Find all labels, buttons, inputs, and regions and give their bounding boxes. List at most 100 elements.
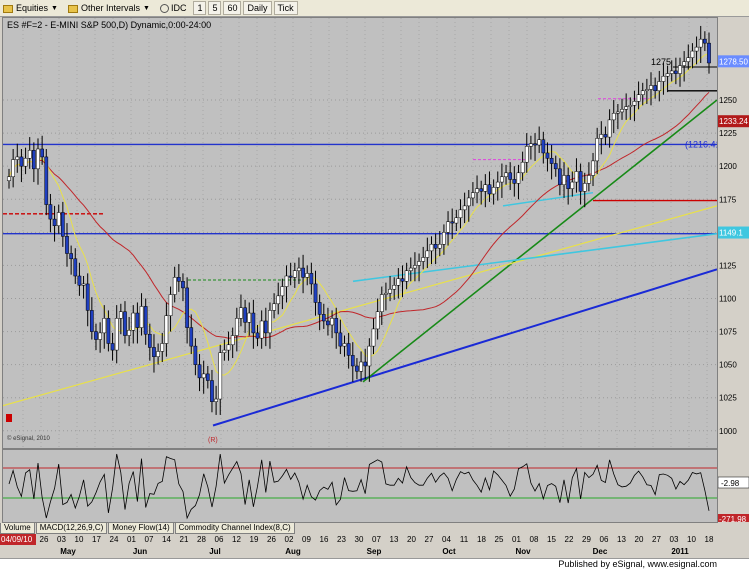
price-tag-label: 1149.1 xyxy=(719,229,743,238)
footer: Published by eSignal, www.esignal.com xyxy=(0,558,749,571)
toolbar-60[interactable]: 60 xyxy=(223,1,242,15)
candle-body xyxy=(27,150,32,159)
candle-body xyxy=(578,171,583,192)
folder-icon xyxy=(67,5,78,13)
candle-body xyxy=(479,188,484,192)
indicator-tabs: Volume MACD(12,26,9,C) Money Flow(14) Commo… xyxy=(0,523,749,534)
candle-body xyxy=(106,318,111,344)
candle-body xyxy=(259,320,264,339)
tab-0[interactable]: Volume xyxy=(0,523,35,534)
trendline-yellow xyxy=(2,205,718,407)
x-tick-label: 15 xyxy=(547,535,556,544)
candle-body xyxy=(599,134,604,139)
y-tick-label: 1125 xyxy=(719,261,737,270)
candle-body xyxy=(649,85,653,90)
candle-body xyxy=(147,333,152,348)
candle-body xyxy=(268,310,272,334)
candle-body xyxy=(176,277,181,282)
candle-body xyxy=(317,302,322,315)
toolbar-5[interactable]: 5 xyxy=(208,1,222,15)
x-tick-label: 02 xyxy=(285,535,294,544)
candle-body xyxy=(669,70,674,74)
x-tick-label: 14 xyxy=(162,535,171,544)
candle-body xyxy=(313,283,318,303)
candle-body xyxy=(408,267,413,271)
toolbar-label: 60 xyxy=(227,3,238,13)
candle-body xyxy=(251,312,256,334)
candle-body xyxy=(210,380,214,402)
candle-body xyxy=(102,318,107,334)
candle-body xyxy=(301,267,305,278)
x-tick-label: 18 xyxy=(705,535,714,544)
toolbar-1[interactable]: 1 xyxy=(193,1,207,15)
toolbar-tick[interactable]: Tick xyxy=(273,1,298,15)
candle-body xyxy=(678,65,682,74)
candle-body xyxy=(73,258,78,277)
candle-body xyxy=(707,42,711,64)
toolbar-label: 5 xyxy=(212,3,218,13)
x-tick-label: 21 xyxy=(180,535,189,544)
cci-panel[interactable] xyxy=(2,449,718,523)
candle-body xyxy=(495,181,500,188)
candle-body xyxy=(396,278,401,286)
candle-body xyxy=(65,236,69,254)
x-tick-label: 04 xyxy=(442,535,451,544)
candle-body xyxy=(454,217,459,224)
x-tick-label: 17 xyxy=(92,535,101,544)
toolbar-daily[interactable]: Daily xyxy=(243,1,272,15)
candle-body xyxy=(545,152,550,159)
toolbar-idc[interactable]: IDC xyxy=(157,1,190,15)
x-tick-label: 07 xyxy=(372,535,381,544)
candle-body xyxy=(645,89,649,92)
candle-body xyxy=(690,50,695,58)
price-chart: (1216.41) 1275 (R) ES #F=2 - E-MINI S&P 500… xyxy=(2,18,724,448)
candle-body xyxy=(537,139,542,146)
candle-body xyxy=(284,275,289,287)
candle-body xyxy=(292,270,297,278)
tab-3[interactable]: Commodity Channel Index(8,C) xyxy=(174,523,295,534)
x-tick-label: 27 xyxy=(652,535,661,544)
candle-body xyxy=(98,332,102,340)
candle-body xyxy=(508,172,513,180)
candle-body xyxy=(562,175,566,185)
x-tick-label: 08 xyxy=(530,535,539,544)
candle-body xyxy=(226,344,231,351)
date-axis: 04/09/10 26 03 10 17 24 01 07 14 21 28 06 12 19 26 02 09… xyxy=(0,534,749,558)
y-tick-label: 1100 xyxy=(719,294,737,303)
trendline-green xyxy=(362,99,718,383)
candle-body xyxy=(234,318,239,336)
candle-body xyxy=(491,187,496,195)
candle-body xyxy=(280,286,285,297)
candle-body xyxy=(425,250,430,258)
month-label: Aug xyxy=(285,547,301,556)
footer-text: Published by eSignal, www.esignal.com xyxy=(558,559,717,569)
candle-body xyxy=(367,345,372,367)
toolbar-equities[interactable]: Equities ▼ xyxy=(0,1,61,15)
month-label: 2011 xyxy=(671,547,689,556)
toolbar-label: Tick xyxy=(277,3,294,13)
candle-body xyxy=(156,351,160,357)
tab-1[interactable]: MACD(12,26,9,C) xyxy=(35,523,108,534)
candle-body xyxy=(442,232,446,245)
candle-body xyxy=(263,320,268,334)
toolbar: Equities ▼ Other Intervals ▼ IDC 1 5 60 Daily Tic… xyxy=(0,0,749,17)
price-chart-panel[interactable]: (1216.41) 1275 (R) ES #F=2 - E-MINI S&P 500… xyxy=(2,17,724,449)
candle-body xyxy=(582,183,587,192)
toolbar-other-intervals[interactable]: Other Intervals ▼ xyxy=(65,1,153,15)
toolbar-label: IDC xyxy=(170,3,187,13)
month-label: Jun xyxy=(133,547,147,556)
candle-body xyxy=(694,46,699,52)
candle-body xyxy=(243,307,247,323)
candle-body xyxy=(400,278,405,282)
y-tick-label: 1250 xyxy=(719,96,737,105)
candle-body xyxy=(272,303,276,311)
price-tag-label: 1278.50 xyxy=(719,57,748,66)
x-tick-label: 26 xyxy=(40,535,49,544)
candle-body xyxy=(471,192,475,199)
tab-2[interactable]: Money Flow(14) xyxy=(108,523,174,534)
candle-body xyxy=(342,343,347,347)
x-tick-label: 26 xyxy=(267,535,276,544)
cci-value-box xyxy=(717,476,749,489)
candle-body xyxy=(15,156,20,160)
candle-body xyxy=(574,171,579,183)
